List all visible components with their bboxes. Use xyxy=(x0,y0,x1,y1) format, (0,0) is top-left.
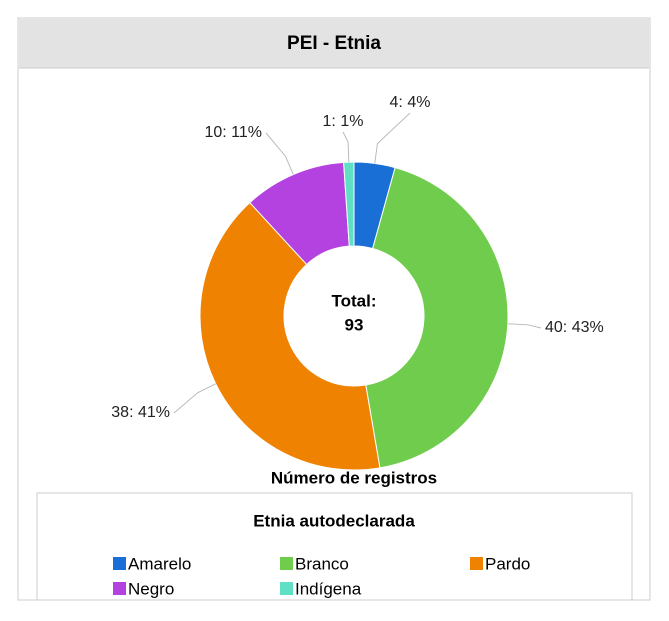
data-label: 4: 4% xyxy=(390,94,431,111)
legend-title: Etnia autodeclarada xyxy=(253,511,415,530)
leader-line xyxy=(173,383,216,414)
legend-swatch xyxy=(280,582,293,595)
leader-line xyxy=(342,131,350,163)
title-bar xyxy=(19,19,649,68)
legend-box xyxy=(36,492,633,601)
legend-label: Pardo xyxy=(485,554,530,573)
legend-swatch xyxy=(113,582,126,595)
center-total: 93 xyxy=(345,315,364,334)
data-label: 38: 41% xyxy=(111,404,170,421)
legend-label: Amarelo xyxy=(128,554,191,573)
slice xyxy=(365,166,509,469)
legend-label: Negro xyxy=(128,579,174,598)
leader-line xyxy=(374,112,411,164)
center-label: Total: xyxy=(331,291,376,310)
data-label: 40: 43% xyxy=(545,319,604,336)
leader-line xyxy=(265,132,294,175)
leader-line xyxy=(507,323,542,329)
data-label: 1: 1% xyxy=(323,113,364,130)
slice xyxy=(343,161,355,247)
legend-label: Branco xyxy=(295,554,349,573)
legend-swatch xyxy=(113,557,126,570)
legend-swatch xyxy=(280,557,293,570)
axis-label: Número de registros xyxy=(271,468,437,487)
data-label: 10: 11% xyxy=(204,124,262,141)
legend-label: Indígena xyxy=(295,579,362,598)
legend-swatch xyxy=(470,557,483,570)
chart-title: PEI - Etnia xyxy=(287,33,381,54)
slice xyxy=(199,201,381,471)
